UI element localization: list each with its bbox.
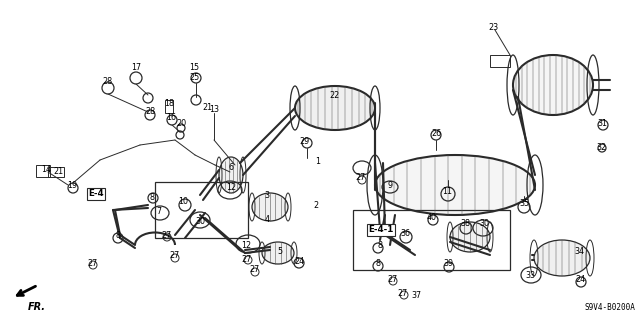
Text: 39: 39 bbox=[443, 259, 453, 269]
Text: 30: 30 bbox=[195, 218, 205, 226]
Text: 8: 8 bbox=[378, 241, 383, 250]
Text: 37: 37 bbox=[411, 291, 421, 300]
Text: 2: 2 bbox=[314, 201, 319, 210]
Bar bbox=[36, 165, 50, 177]
Bar bbox=[353, 210, 510, 270]
Text: 9: 9 bbox=[387, 181, 392, 189]
Text: 13: 13 bbox=[209, 106, 219, 115]
Ellipse shape bbox=[295, 86, 375, 130]
Text: 27: 27 bbox=[88, 258, 98, 268]
Text: 35: 35 bbox=[519, 199, 529, 209]
Ellipse shape bbox=[513, 55, 593, 115]
Text: S9V4-B0200A: S9V4-B0200A bbox=[584, 303, 635, 312]
Text: 11: 11 bbox=[442, 188, 452, 197]
Text: 29: 29 bbox=[300, 137, 310, 145]
Text: 17: 17 bbox=[131, 63, 141, 72]
Text: 27: 27 bbox=[398, 290, 408, 299]
Text: 27: 27 bbox=[356, 174, 366, 182]
Ellipse shape bbox=[450, 222, 490, 252]
Text: 27: 27 bbox=[387, 276, 397, 285]
Ellipse shape bbox=[534, 240, 590, 276]
Text: 12: 12 bbox=[241, 241, 251, 249]
Text: E-4: E-4 bbox=[88, 189, 104, 198]
Bar bbox=[165, 100, 173, 113]
Text: 14: 14 bbox=[41, 166, 51, 174]
Text: 10: 10 bbox=[178, 197, 188, 206]
Text: 21: 21 bbox=[53, 167, 63, 175]
Text: 28: 28 bbox=[145, 108, 155, 116]
Ellipse shape bbox=[262, 242, 294, 264]
Text: 23: 23 bbox=[488, 24, 498, 33]
Text: 26: 26 bbox=[431, 129, 441, 137]
Text: 40: 40 bbox=[427, 213, 437, 222]
Text: 24: 24 bbox=[294, 257, 304, 266]
Text: 28: 28 bbox=[102, 78, 112, 86]
Bar bbox=[490, 55, 510, 67]
Ellipse shape bbox=[219, 157, 243, 193]
Text: 8: 8 bbox=[150, 194, 154, 203]
Text: 36: 36 bbox=[400, 229, 410, 239]
Text: 30: 30 bbox=[479, 219, 489, 228]
Text: 24: 24 bbox=[575, 276, 585, 285]
Text: 1: 1 bbox=[316, 158, 321, 167]
Text: 5: 5 bbox=[277, 248, 283, 256]
Text: 27: 27 bbox=[249, 265, 259, 275]
Text: 34: 34 bbox=[574, 247, 584, 256]
Text: 8: 8 bbox=[115, 232, 120, 241]
Text: 27: 27 bbox=[162, 232, 172, 241]
Text: 27: 27 bbox=[169, 250, 179, 259]
Text: 8: 8 bbox=[376, 259, 381, 269]
Ellipse shape bbox=[252, 193, 288, 221]
Ellipse shape bbox=[375, 155, 535, 215]
Text: 19: 19 bbox=[67, 182, 77, 190]
Text: 7: 7 bbox=[156, 207, 161, 217]
Bar bbox=[48, 167, 64, 177]
Text: 22: 22 bbox=[329, 91, 339, 100]
Text: 18: 18 bbox=[164, 99, 174, 108]
Text: 21: 21 bbox=[202, 102, 212, 112]
Text: E-4-1: E-4-1 bbox=[368, 226, 394, 234]
Text: 3: 3 bbox=[264, 191, 269, 201]
Text: 25: 25 bbox=[189, 73, 199, 83]
Text: 20: 20 bbox=[176, 120, 186, 129]
Text: FR.: FR. bbox=[28, 302, 46, 312]
Text: 12: 12 bbox=[226, 183, 236, 192]
Text: 38: 38 bbox=[460, 219, 470, 228]
Text: 16: 16 bbox=[166, 114, 176, 122]
Text: 6: 6 bbox=[228, 164, 234, 173]
Bar bbox=[155, 182, 248, 238]
Text: 31: 31 bbox=[597, 118, 607, 128]
Text: 4: 4 bbox=[264, 216, 269, 225]
Text: 32: 32 bbox=[596, 144, 606, 152]
Text: 27: 27 bbox=[242, 255, 252, 263]
Text: 15: 15 bbox=[189, 63, 199, 72]
Text: 33: 33 bbox=[525, 271, 535, 279]
